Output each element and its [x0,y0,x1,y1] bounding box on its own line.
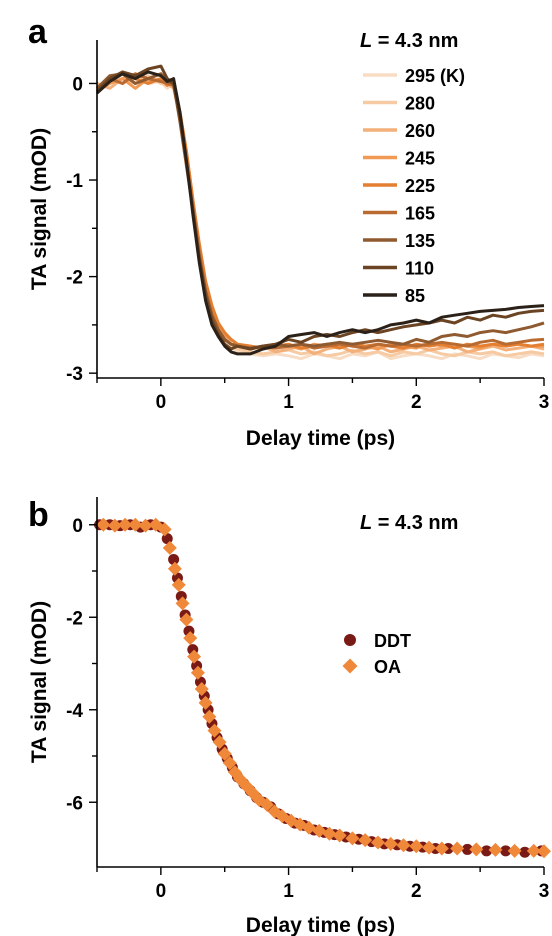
data-point-oa [96,517,111,532]
panel-a: a 0 1 2 3 0 -1 -2 -3 Delay time (ps) TA signal (mO… [28,13,549,450]
x-tick-label: 1 [283,392,294,413]
x-tick-label: 0 [156,392,167,413]
data-point-oa [450,841,465,856]
series-line-110 [95,64,545,351]
y-tick-label: 0 [72,74,83,95]
x-tick-label: 0 [156,881,167,902]
annotation-value: = 4.3 nm [372,30,458,52]
data-point-oa [222,755,237,770]
annotation: L = 4.3 nm [360,512,458,534]
data-point-oa [322,826,337,841]
data-point-ddt [500,845,512,857]
data-point-oa [383,836,398,851]
x-tick-label: 1 [283,881,294,902]
data-point-oa [162,540,177,555]
legend-marker [344,634,356,646]
series-line-225 [96,72,545,350]
data-point-oa [167,561,182,576]
data-point-oa [198,695,213,710]
data-point-oa [358,833,373,848]
x-tick-label: 3 [539,392,550,413]
data-point-oa [259,797,274,812]
series-line-85 [95,70,545,356]
data-point-oa [370,835,385,850]
data-point-oa [422,840,437,855]
data-point-oa [190,665,205,680]
annotation-value: = 4.3 nm [372,512,458,534]
legend-label: 85 [405,286,425,306]
data-point-oa [409,839,424,854]
data-point-oa [187,649,202,664]
data-point-oa [183,631,198,646]
series-line-245 [96,72,544,351]
y-tick-label: -2 [66,268,83,289]
legend-label: OA [374,657,401,677]
data-point-oa [157,522,172,537]
x-tick-label: 2 [411,392,422,413]
legend-label: 225 [405,176,435,196]
legend-label: 135 [405,231,435,251]
series-line-165 [95,72,545,351]
data-point-oa [345,831,360,846]
legend-label: 260 [405,121,435,141]
data-point-oa [128,517,143,532]
series-line-280 [96,74,545,358]
data-point-oa [194,681,209,696]
legend-label: 280 [405,94,435,114]
y-axis-title: TA signal (mOD) [28,601,51,763]
y-tick-label: -6 [66,793,83,814]
data-point-oa [396,838,411,853]
data-point-oa [202,709,217,724]
legend-label: DDT [374,631,411,651]
data-point-oa [118,517,133,532]
y-tick-label: -1 [66,171,83,192]
data-point-oa [469,842,484,857]
annotation-symbol: L [360,30,372,52]
plot-area [94,517,551,859]
data-point-oa [488,842,503,857]
x-axis-title: Delay time (ps) [246,914,395,936]
x-tick-label: 3 [539,881,550,902]
data-point-ddt [461,843,473,855]
data-point-oa [537,844,551,859]
annotation-symbol: L [360,512,372,534]
data-point-ddt [168,553,180,565]
legend-label: 110 [405,259,434,279]
legend-marker [342,658,358,674]
data-point-oa [434,841,449,856]
series-line-135 [95,72,545,350]
y-tick-label: -3 [66,364,83,385]
series-line-295k [96,77,545,361]
data-point-oa [332,828,347,843]
plot-area [95,64,545,361]
x-tick-label: 2 [411,881,422,902]
y-tick-label: -4 [66,701,83,722]
data-point-oa [526,843,541,858]
data-point-oa [312,823,327,838]
y-axis-title: TA signal (mOD) [28,128,51,290]
panel-letter: a [28,13,48,51]
data-point-oa [175,596,190,611]
data-point-oa [107,518,122,533]
legend-label: 245 [405,149,435,169]
data-point-oa [212,735,227,750]
y-tick-label: -2 [66,608,83,629]
annotation: L = 4.3 nm [360,30,458,52]
legend-label: 295 (K) [405,66,465,86]
data-point-oa [171,577,186,592]
data-point-oa [138,518,153,533]
data-point-oa [217,746,232,761]
data-point-oa [207,723,222,738]
panel-letter: b [28,496,49,534]
x-axis-title: Delay time (ps) [246,427,395,450]
data-point-oa [179,612,194,627]
data-point-ddt [519,846,531,858]
data-point-oa [507,843,522,858]
panel-b: b 0 1 2 3 0 -2 -4 -6 Delay time (ps) TA signal (mO… [28,496,551,936]
y-tick-label: 0 [72,516,83,537]
legend-label: 165 [405,204,435,224]
data-point-ddt [481,845,493,857]
